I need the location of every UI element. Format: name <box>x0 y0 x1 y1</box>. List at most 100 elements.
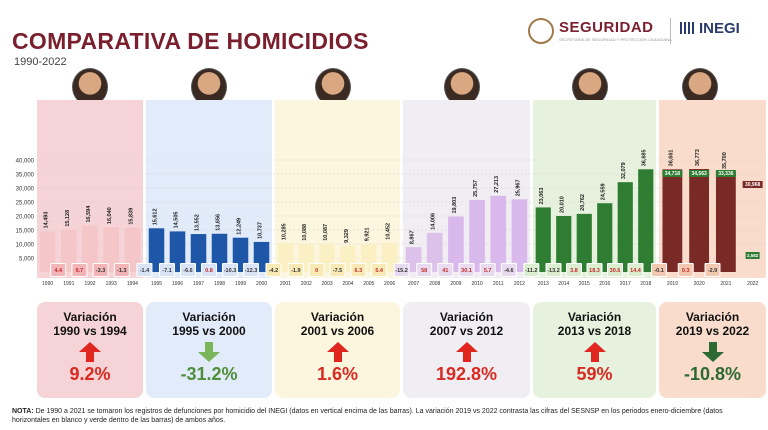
yoy-box-inner <box>628 264 643 276</box>
variation-card-5: Variación 2013 vs 2018 59% <box>533 302 656 398</box>
yoy-box-inner <box>394 264 409 276</box>
yoy-label: -1.9 <box>291 268 300 274</box>
inegi-logo-text: INEGI <box>699 20 740 37</box>
y-tick-label: 40,000 <box>16 159 35 165</box>
yoy-box-inner <box>608 264 622 276</box>
variation-card-period: 2001 vs 2006 <box>300 324 375 338</box>
bar-value-label: 36,773 <box>695 149 701 166</box>
period-band-5 <box>533 100 656 278</box>
yoy-label: -1.3 <box>117 268 126 274</box>
bar-1996 <box>169 231 186 272</box>
yoy-label: 18.3 <box>589 268 600 274</box>
yoy-box-inner <box>587 264 602 276</box>
bar-value-label: 14,006 <box>431 213 437 230</box>
bar-1992 <box>82 225 98 272</box>
yoy-label: -13.2 <box>547 268 560 274</box>
yoy-label: -7.5 <box>333 268 342 274</box>
variation-card-title: Variación <box>439 310 494 324</box>
sesnsp-value-label: 34,718 <box>665 171 681 177</box>
seguridad-logo-text: SEGURIDAD <box>559 19 654 36</box>
bar-value-label: 20,762 <box>580 194 586 211</box>
logo-divider <box>670 18 671 44</box>
inegi-mark-icon <box>680 22 696 34</box>
x-tick-label: 2003 <box>322 281 333 287</box>
variation-card-period: 2019 vs 2022 <box>675 324 750 338</box>
bar-1997 <box>190 234 207 272</box>
yoy-box-inner <box>501 264 516 276</box>
bar-1998 <box>211 233 228 272</box>
yoy-box-inner <box>266 264 281 276</box>
x-tick-label: 2014 <box>558 281 569 287</box>
yoy-label: 58 <box>421 268 427 274</box>
bar-value-label: 10,737 <box>258 222 264 239</box>
bar-value-label: 10,285 <box>281 223 287 240</box>
bar-value-label: 10,452 <box>386 223 392 240</box>
yoy-box-inner <box>51 264 66 276</box>
yoy-box-inner <box>160 264 174 276</box>
yoy-label: 30.1 <box>461 268 472 274</box>
bar-2013 <box>535 207 551 272</box>
yoy-label: -6.6 <box>183 268 192 274</box>
bar-value-label: 36,661 <box>668 150 674 167</box>
yoy-box-inner <box>678 264 693 276</box>
x-tick-label: 1996 <box>172 281 183 287</box>
variation-card-period: 2013 vs 2018 <box>557 324 632 338</box>
variation-card-3: Variación 2001 vs 2006 1.6% <box>275 302 400 398</box>
yoy-box-inner <box>652 264 667 276</box>
x-tick-label: 1992 <box>84 281 95 287</box>
yoy-box-inner <box>524 264 539 276</box>
arrow-up-icon <box>583 342 606 362</box>
president-portrait-1 <box>72 68 108 106</box>
yoy-label: 9.7 <box>76 268 84 274</box>
x-tick-label: 2015 <box>579 281 590 287</box>
yoy-label: -10.3 <box>224 268 237 274</box>
x-tick-label: 1994 <box>127 281 138 287</box>
president-portrait-5 <box>572 68 608 106</box>
footnote-text: De 1990 a 2021 se tomaron los registros … <box>12 408 723 424</box>
y-tick-label: 10,000 <box>16 243 35 249</box>
variation-card-period: 2007 vs 2012 <box>429 324 504 338</box>
homicides-bar-chart: 5,000 10,000 15,000 20,000 25,000 30,000 35,00… <box>16 100 766 287</box>
variation-card-change: 9.2% <box>69 364 111 384</box>
variation-card-title: Variación <box>685 310 740 324</box>
bar-value-label: 15,839 <box>128 208 134 225</box>
x-tick-label: 1997 <box>193 281 204 287</box>
y-tick-label: 5,000 <box>19 257 35 263</box>
variation-card-period: 1995 vs 2000 <box>172 324 246 338</box>
x-tick-label: 2006 <box>384 281 395 287</box>
x-tick-label: 2020 <box>694 281 705 287</box>
sesnsp-box <box>662 170 683 177</box>
x-tick-label: 2000 <box>256 281 267 287</box>
bar-2017 <box>617 182 633 272</box>
yoy-label: 3.8 <box>570 268 578 274</box>
bar-value-label: 14,505 <box>174 212 180 229</box>
bar-value-label: 10,087 <box>323 224 329 241</box>
partial-2022-label: 2,582 <box>747 253 759 258</box>
yoy-label: -15.2 <box>395 268 408 274</box>
x-tick-label: 2008 <box>429 281 440 287</box>
x-tick-label: 2017 <box>620 281 631 287</box>
x-tick-label: 2001 <box>280 281 291 287</box>
y-tick-label: 25,000 <box>16 201 35 207</box>
sesnsp-box <box>742 181 763 188</box>
bar-value-label: 25,967 <box>515 179 521 196</box>
bar-value-label: 13,656 <box>216 214 222 231</box>
x-tick-label: 2013 <box>538 281 549 287</box>
yoy-box-inner <box>72 264 87 276</box>
variation-card-title: Variación <box>567 310 622 324</box>
yoy-label: -4.2 <box>269 268 278 274</box>
bar-value-label: 19,803 <box>452 197 458 214</box>
variation-card-change: 192.8% <box>435 364 498 384</box>
x-tick-label: 1999 <box>235 281 246 287</box>
period-band-3 <box>275 100 400 278</box>
bar-value-label: 27,213 <box>494 176 500 193</box>
x-tick-label: 2019 <box>667 281 678 287</box>
bar-1991 <box>60 229 77 272</box>
yoy-label: -4.6 <box>504 268 513 274</box>
bar-2011 <box>490 195 507 272</box>
yoy-label: 5.4 <box>375 268 384 274</box>
bar-value-label: 9,329 <box>344 229 350 243</box>
yoy-label: 4.4 <box>54 268 63 274</box>
inegi-logo: INEGI <box>680 20 740 37</box>
variation-card-change: 59% <box>576 364 613 384</box>
